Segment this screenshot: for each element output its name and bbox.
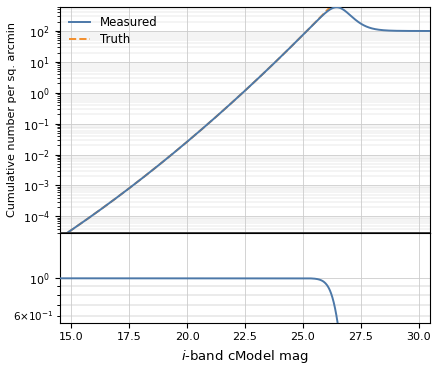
Measured xyxy=(237,93,242,97)
Measured xyxy=(76,223,81,227)
Line: Measured: Measured xyxy=(60,7,429,238)
Truth xyxy=(57,236,62,240)
Truth xyxy=(76,223,81,227)
Measured xyxy=(57,236,62,240)
Y-axis label: Cumulative number per sq. arcmin: Cumulative number per sq. arcmin xyxy=(7,22,17,217)
Truth xyxy=(237,93,242,97)
Text: $6{\times}10^{-1}$: $6{\times}10^{-1}$ xyxy=(13,310,54,323)
Truth xyxy=(227,102,232,106)
Measured xyxy=(333,5,339,10)
Line: Truth: Truth xyxy=(60,0,429,238)
Measured xyxy=(427,29,432,33)
Measured xyxy=(227,102,232,106)
X-axis label: $i$-band cModel mag: $i$-band cModel mag xyxy=(181,348,308,365)
Measured xyxy=(348,15,353,19)
Measured xyxy=(416,29,421,33)
Legend: Measured, Truth: Measured, Truth xyxy=(65,13,161,49)
Measured xyxy=(416,29,421,33)
